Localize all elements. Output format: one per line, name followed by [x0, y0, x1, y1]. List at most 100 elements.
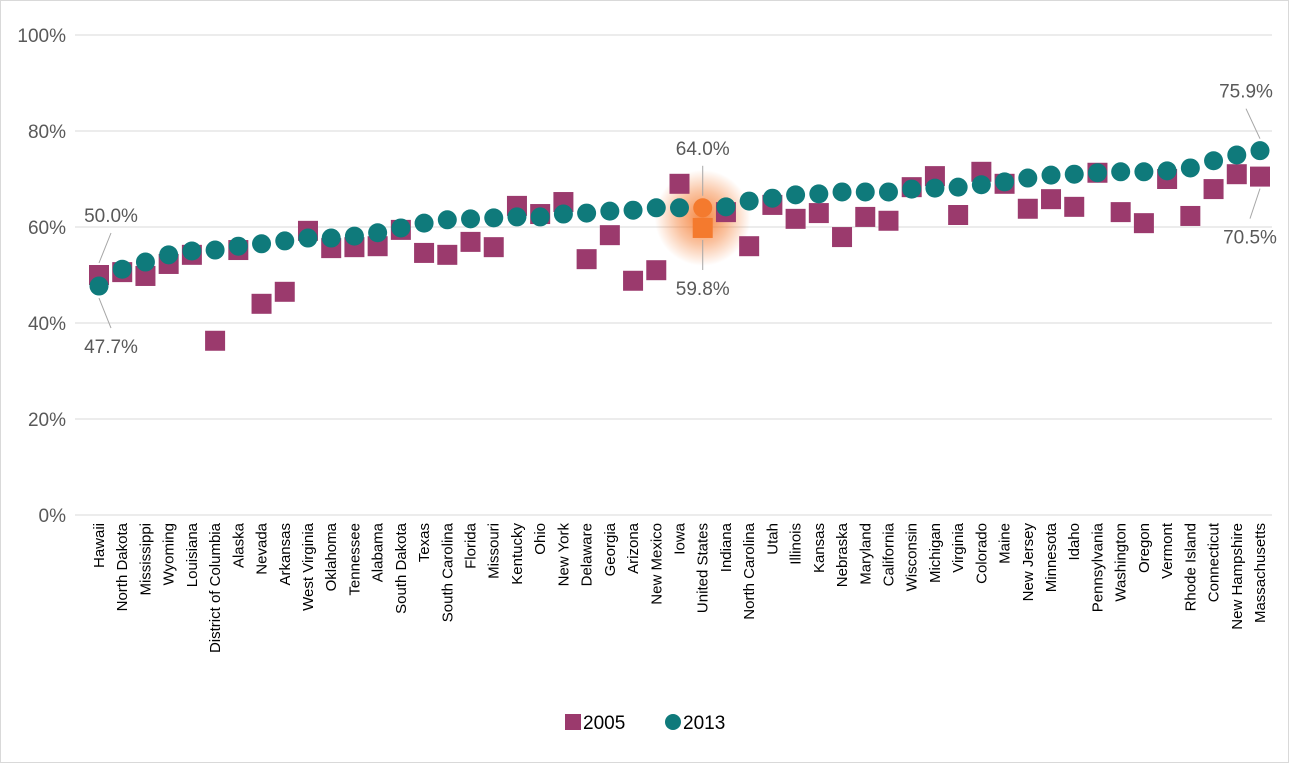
x-tick-label: New York	[555, 523, 572, 587]
marker-square	[1041, 189, 1062, 210]
marker-circle	[205, 240, 225, 260]
marker-square	[205, 330, 226, 351]
marker-square	[1017, 198, 1038, 219]
highlight-glow	[654, 169, 751, 266]
x-tick-label: Indiana	[718, 522, 735, 572]
marker-square	[646, 260, 667, 281]
marker-square	[948, 205, 969, 225]
x-tick-label: Alabama	[370, 522, 387, 582]
marker-circle	[646, 198, 666, 218]
marker-square	[878, 210, 899, 231]
marker-circle	[1157, 161, 1177, 181]
marker-circle	[368, 223, 388, 243]
x-tick-label: Florida	[463, 522, 480, 569]
marker-square	[1110, 202, 1131, 223]
x-tick-label: Iowa	[672, 522, 689, 554]
x-tick-label: Missouri	[486, 523, 503, 579]
marker-square	[855, 206, 876, 227]
data-label: 70.5%	[1223, 228, 1277, 249]
x-tick-label: Washington	[1113, 523, 1130, 602]
marker-circle	[89, 276, 109, 296]
marker-circle	[321, 228, 341, 248]
x-tick-label: Hawaii	[91, 523, 108, 568]
x-tick-label: Arkansas	[277, 523, 294, 586]
marker-square	[692, 217, 713, 238]
x-tick-label: Maryland	[857, 523, 874, 585]
marker-circle	[159, 245, 179, 265]
marker-circle	[1134, 162, 1154, 182]
marker-circle	[786, 185, 806, 205]
x-tick-label: Oregon	[1136, 523, 1153, 573]
legend-label: 2013	[683, 713, 725, 734]
legend-swatch	[665, 714, 681, 730]
x-tick-label: Oklahoma	[323, 522, 340, 591]
marker-square	[437, 244, 458, 265]
y-tick-label: 80%	[28, 122, 66, 143]
marker-circle	[925, 178, 945, 198]
x-tick-label: Delaware	[579, 523, 596, 586]
x-tick-label: Ohio	[532, 523, 549, 555]
marker-circle	[739, 191, 759, 211]
x-tick-label: Texas	[416, 523, 433, 562]
marker-circle	[832, 182, 852, 202]
data-label: 47.7%	[84, 337, 138, 358]
marker-circle	[1204, 151, 1224, 171]
x-tick-label: North Carolina	[741, 522, 758, 619]
marker-circle	[275, 231, 295, 251]
x-tick-label: Mississippi	[137, 523, 154, 596]
marker-square	[460, 231, 481, 252]
x-tick-label: New Mexico	[648, 523, 665, 605]
x-tick-label: Nevada	[254, 522, 271, 574]
marker-circle	[344, 226, 364, 246]
marker-square	[274, 281, 295, 302]
y-tick-label: 0%	[39, 506, 67, 527]
marker-circle	[507, 207, 527, 227]
marker-square	[414, 242, 435, 263]
data-label: 50.0%	[84, 206, 138, 227]
marker-circle	[1018, 168, 1038, 188]
marker-circle	[971, 175, 991, 195]
marker-square	[1133, 213, 1154, 234]
marker-circle	[391, 218, 411, 238]
marker-circle	[1180, 158, 1200, 178]
x-tick-label: Kansas	[811, 523, 828, 573]
marker-circle	[1111, 162, 1131, 182]
leader-line	[1249, 188, 1261, 219]
y-tick-label: 100%	[17, 26, 66, 47]
marker-square	[135, 265, 156, 286]
x-tick-label: Wyoming	[161, 523, 178, 585]
x-tick-label: Virginia	[950, 522, 967, 572]
x-tick-label: Louisiana	[184, 522, 201, 587]
x-tick-label: Kentucky	[509, 523, 526, 585]
marker-circle	[670, 198, 689, 218]
x-tick-label: Colorado	[973, 523, 990, 584]
marker-circle	[437, 210, 457, 230]
x-tick-label: Connecticut	[1206, 522, 1223, 602]
marker-square	[785, 208, 806, 229]
marker-circle	[855, 182, 875, 202]
marker-circle	[1250, 141, 1270, 161]
x-tick-label: California	[880, 522, 897, 586]
marker-square	[576, 249, 597, 270]
marker-circle	[414, 213, 434, 233]
marker-circle	[112, 259, 132, 279]
marker-square	[599, 225, 620, 246]
x-tick-label: New Jersey	[1020, 523, 1037, 602]
marker-circle	[1087, 163, 1107, 183]
marker-square	[739, 236, 760, 257]
x-tick-label: Minnesota	[1043, 522, 1060, 592]
marker-circle	[716, 197, 736, 217]
data-label: 75.9%	[1219, 82, 1273, 103]
data-label: 59.8%	[676, 279, 730, 300]
marker-circle	[1041, 165, 1061, 185]
marker-square	[669, 173, 690, 194]
marker-circle	[809, 184, 829, 204]
x-tick-label: Rhode Island	[1182, 523, 1199, 611]
x-tick-label: Vermont	[1159, 522, 1176, 579]
marker-square	[367, 236, 388, 257]
x-tick-label: Pennsylvania	[1089, 522, 1106, 612]
x-tick-label: Alaska	[230, 522, 247, 568]
x-tick-label: Georgia	[602, 522, 619, 576]
marker-square	[1064, 196, 1085, 217]
marker-circle	[461, 209, 481, 229]
